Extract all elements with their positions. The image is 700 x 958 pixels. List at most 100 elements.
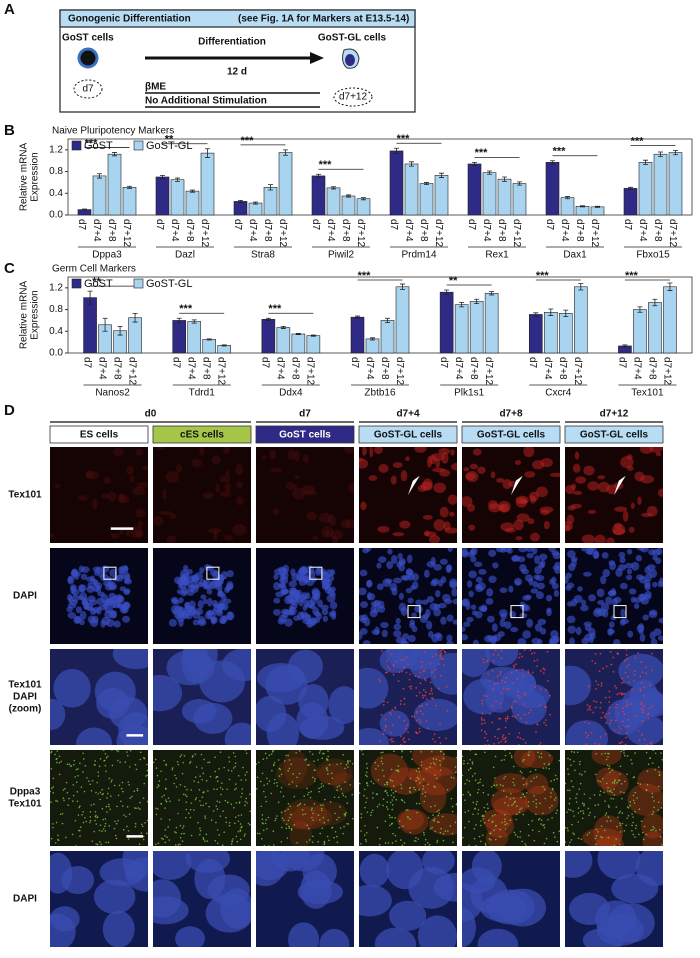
cell-signal bbox=[520, 771, 523, 774]
cell-signal bbox=[438, 809, 440, 811]
cell-signal bbox=[464, 811, 466, 813]
cell-signal bbox=[408, 678, 411, 681]
cell-signal bbox=[368, 475, 378, 481]
cell-signal bbox=[348, 482, 354, 493]
cell-signal bbox=[391, 709, 394, 711]
cell-signal bbox=[230, 770, 233, 772]
cell-signal bbox=[498, 717, 500, 720]
cell-signal bbox=[219, 786, 222, 789]
cell-signal bbox=[270, 792, 273, 795]
cell-signal bbox=[622, 720, 624, 723]
cell-signal bbox=[208, 761, 211, 763]
bar bbox=[155, 176, 170, 216]
cell-signal bbox=[365, 771, 368, 774]
column-label: ES cells bbox=[80, 430, 119, 441]
cell-signal bbox=[427, 841, 429, 844]
cell-signal bbox=[653, 827, 656, 830]
cell-signal bbox=[493, 682, 496, 685]
cell-signal bbox=[468, 524, 476, 531]
cell-signal bbox=[79, 610, 87, 620]
cell-signal bbox=[99, 798, 101, 801]
x-tick-label: d7+12 bbox=[216, 357, 227, 386]
cell-signal bbox=[493, 784, 495, 787]
cell-signal bbox=[215, 821, 217, 824]
cell-signal bbox=[481, 702, 484, 705]
cell-signal bbox=[366, 579, 373, 588]
cell-signal bbox=[241, 788, 244, 790]
cell-signal bbox=[318, 787, 320, 790]
cell-signal bbox=[585, 743, 588, 745]
x-tick-label: d7+8 bbox=[468, 357, 479, 380]
cell-signal bbox=[264, 822, 267, 825]
cell-signal bbox=[299, 802, 302, 805]
cell-signal bbox=[410, 687, 412, 690]
cell-signal bbox=[603, 715, 606, 717]
cell-signal bbox=[374, 927, 417, 947]
cell-signal bbox=[608, 701, 611, 704]
error-bar bbox=[82, 208, 87, 211]
cell-signal bbox=[482, 817, 485, 820]
cell-signal bbox=[414, 675, 417, 677]
cell-signal bbox=[575, 626, 582, 636]
cell-signal bbox=[296, 570, 305, 579]
cell-signal bbox=[499, 784, 502, 786]
cell-signal bbox=[220, 793, 222, 796]
cell-signal bbox=[398, 809, 429, 835]
cell-signal bbox=[608, 767, 610, 770]
cell-signal bbox=[597, 600, 605, 606]
cell-signal bbox=[331, 827, 333, 829]
cell-signal bbox=[190, 584, 199, 593]
cell-signal bbox=[509, 752, 511, 755]
x-tick-label: d7 bbox=[616, 357, 627, 369]
cell-signal bbox=[76, 800, 79, 803]
cell-signal bbox=[402, 687, 405, 690]
cell-signal bbox=[636, 548, 646, 551]
cell-signal bbox=[417, 915, 457, 947]
cell-signal bbox=[201, 796, 204, 799]
x-tick-label: d7+8 bbox=[379, 357, 390, 380]
cell-signal bbox=[52, 786, 54, 788]
cell-signal bbox=[132, 486, 146, 496]
cell-signal bbox=[318, 752, 321, 754]
cell-signal bbox=[225, 821, 228, 824]
micrograph bbox=[153, 447, 251, 543]
cell-signal bbox=[573, 490, 583, 495]
error-bar bbox=[565, 196, 570, 200]
cell-signal bbox=[422, 778, 425, 780]
cell-signal bbox=[261, 772, 264, 775]
cell-signal bbox=[479, 606, 488, 612]
cell-signal bbox=[546, 607, 552, 613]
cell-signal bbox=[434, 763, 436, 766]
x-tick-label: d7+4 bbox=[91, 219, 102, 242]
cell-signal bbox=[440, 657, 442, 660]
cell-signal bbox=[394, 817, 397, 819]
cell-signal bbox=[449, 825, 452, 827]
cell-signal bbox=[490, 471, 496, 479]
error-bar bbox=[550, 160, 555, 165]
cell-signal bbox=[305, 758, 308, 760]
cell-signal bbox=[607, 836, 610, 839]
cell-signal bbox=[440, 576, 447, 584]
cell-signal bbox=[624, 671, 627, 674]
cell-signal bbox=[476, 800, 478, 803]
cell-signal bbox=[403, 719, 406, 722]
cell-signal bbox=[232, 523, 247, 536]
cell-signal bbox=[64, 787, 66, 790]
cell-signal bbox=[646, 564, 656, 571]
cell-signal bbox=[399, 699, 402, 702]
error-bar bbox=[253, 201, 258, 205]
cell-signal bbox=[391, 738, 393, 740]
panel-label: A bbox=[4, 1, 15, 18]
cell-signal bbox=[50, 837, 53, 840]
cell-signal bbox=[439, 655, 441, 658]
micrograph bbox=[256, 447, 354, 543]
cell-signal bbox=[409, 818, 411, 821]
cell-signal bbox=[115, 750, 118, 752]
cell-signal bbox=[288, 580, 298, 588]
cell-signal bbox=[622, 681, 625, 684]
cell-signal bbox=[513, 750, 536, 769]
cell-signal bbox=[79, 826, 82, 829]
cell-signal bbox=[392, 740, 395, 743]
cell-signal bbox=[488, 575, 497, 584]
cell-signal bbox=[244, 833, 246, 835]
